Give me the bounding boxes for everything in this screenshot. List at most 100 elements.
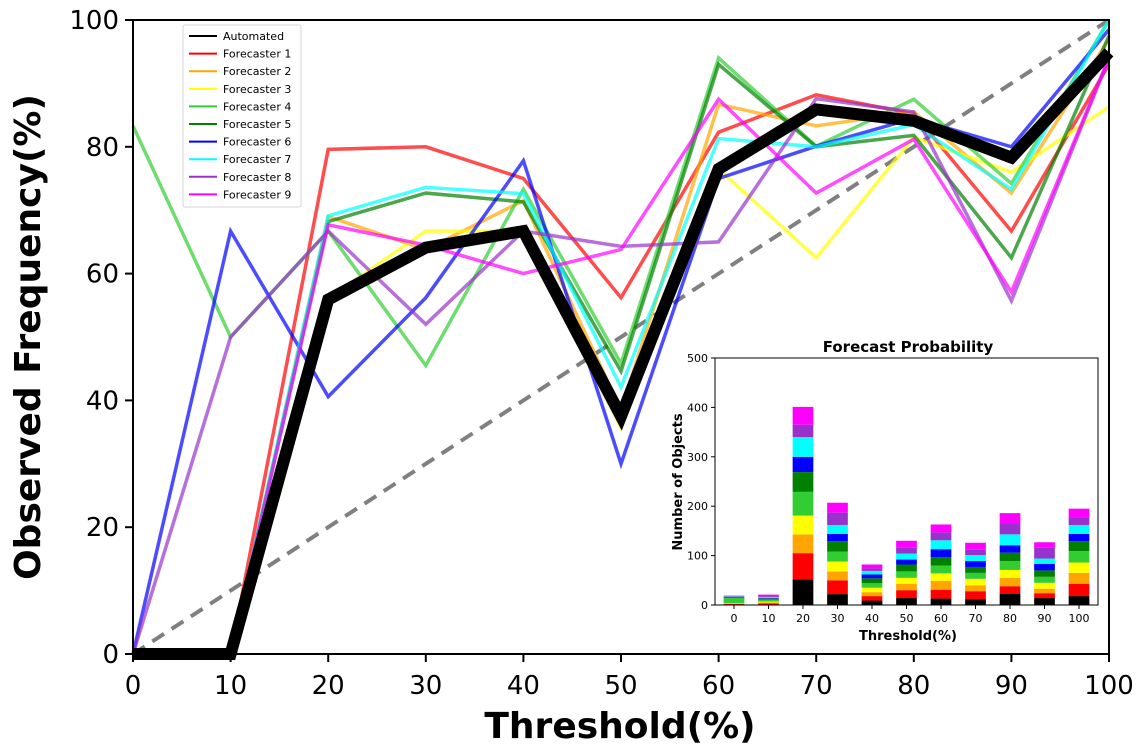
x-tick-label: 30 <box>409 671 442 701</box>
bar-segment-forecaster-7 <box>861 570 883 575</box>
bar-segment-forecaster-2 <box>1034 588 1055 594</box>
x-tick-label: 20 <box>312 671 345 701</box>
legend-label: Forecaster 5 <box>223 118 291 131</box>
bar-segment-forecaster-5 <box>999 552 1021 562</box>
bar-segment-forecaster-4 <box>1034 576 1055 583</box>
bar-segment-automated <box>965 599 986 605</box>
bar-segment-forecaster-5 <box>930 557 952 566</box>
bar-segment-forecaster-7 <box>965 555 986 562</box>
bar-segment-forecaster-8 <box>827 512 848 525</box>
inset-x-tick-label: 20 <box>796 612 810 625</box>
bar-segment-forecaster-3 <box>792 515 814 535</box>
inset-x-tick-label: 90 <box>1038 612 1052 625</box>
y-tick-label: 60 <box>86 260 119 290</box>
bar-segment-forecaster-7 <box>827 524 848 534</box>
bar-segment-forecaster-2 <box>965 585 986 592</box>
bar-segment-forecaster-5 <box>1068 541 1090 552</box>
x-tick-label: 0 <box>125 671 142 701</box>
bar-segment-forecaster-9 <box>861 564 883 569</box>
bar-segment-forecaster-2 <box>792 534 814 554</box>
bar-segment-automated <box>1034 598 1055 605</box>
bar-segment-automated <box>896 598 917 605</box>
series-line-forecaster-9 <box>133 57 1111 656</box>
inset-bars <box>723 406 1090 605</box>
main-plot: Threshold(%) Observed Frequency(%) 0 10 20… <box>8 6 1134 747</box>
inset-x-tick-label: 10 <box>761 612 775 625</box>
inset-x-tick-label: 0 <box>730 612 737 625</box>
legend-label: Forecaster 2 <box>223 65 291 78</box>
bar-segment-forecaster-3 <box>999 569 1021 578</box>
bar-segment-forecaster-6 <box>930 549 952 558</box>
bar-segment-forecaster-4 <box>758 599 779 602</box>
bar-segment-forecaster-3 <box>1068 562 1090 573</box>
bar-segment-forecaster-2 <box>999 577 1021 587</box>
bar-segment-forecaster-2 <box>930 580 952 590</box>
main-series-group <box>131 18 1114 660</box>
bar-segment-forecaster-7 <box>792 437 814 457</box>
bar-segment-forecaster-1 <box>965 591 986 600</box>
bar-segment-forecaster-3 <box>1034 582 1055 589</box>
inset-x-tick-label: 100 <box>1069 612 1090 625</box>
x-tick-label: 50 <box>604 671 637 701</box>
bar-segment-forecaster-1 <box>999 586 1021 594</box>
legend-label: Forecaster 1 <box>223 48 291 61</box>
bar-segment-forecaster-2 <box>861 592 883 597</box>
main-y-axis-label: Observed Frequency(%) <box>8 94 49 580</box>
bar-segment-forecaster-1 <box>930 589 952 599</box>
legend-label: Forecaster 6 <box>223 136 291 149</box>
bar-segment-forecaster-6 <box>965 561 986 567</box>
bar-segment-automated <box>827 594 848 605</box>
bar-segment-automated <box>930 598 952 605</box>
legend-label: Forecaster 4 <box>223 100 291 113</box>
bar-segment-forecaster-8 <box>896 547 917 554</box>
bar-segment-forecaster-9 <box>896 540 917 548</box>
bar-segment-forecaster-9 <box>1034 542 1055 548</box>
bar-segment-forecaster-2 <box>896 583 917 591</box>
bar-segment-forecaster-4 <box>965 572 986 579</box>
inset-axis-ticks: 0 10 20 30 40 50 60 70 80 90 100 0 100 200 300 400 500 <box>687 352 1090 625</box>
bar-segment-forecaster-7 <box>1068 524 1090 534</box>
inset-bar-chart: Forecast Probability Threshold(%) Number… <box>671 338 1099 644</box>
legend-label: Automated <box>223 30 284 43</box>
bar-segment-forecaster-6 <box>792 456 814 473</box>
inset-y-tick-label: 300 <box>687 451 708 464</box>
inset-x-tick-label: 30 <box>830 612 844 625</box>
inset-x-axis-label: Threshold(%) <box>859 629 957 644</box>
bar-segment-automated <box>1068 596 1090 605</box>
bar-segment-forecaster-7 <box>1034 558 1055 564</box>
bar-segment-forecaster-8 <box>758 596 779 598</box>
bar-segment-forecaster-3 <box>896 577 917 584</box>
x-tick-label: 10 <box>214 671 247 701</box>
inset-title: Forecast Probability <box>823 338 994 356</box>
bar-segment-forecaster-5 <box>1034 570 1055 577</box>
bar-segment-forecaster-1 <box>896 590 917 599</box>
bar-segment-forecaster-4 <box>723 598 745 604</box>
legend-label: Forecaster 7 <box>223 153 291 166</box>
main-x-axis-label: Threshold(%) <box>484 706 755 747</box>
inset-x-tick-label: 40 <box>865 612 879 625</box>
inset-x-tick-label: 50 <box>900 612 914 625</box>
bar-segment-forecaster-4 <box>1068 551 1090 563</box>
bar-segment-automated <box>792 579 814 605</box>
bar-segment-forecaster-1 <box>758 603 779 605</box>
bar-segment-forecaster-7 <box>758 597 779 599</box>
y-tick-label: 80 <box>86 133 119 163</box>
bar-segment-forecaster-1 <box>827 580 848 595</box>
bar-segment-forecaster-3 <box>930 573 952 581</box>
x-tick-label: 100 <box>1084 671 1134 701</box>
y-tick-label: 100 <box>69 6 119 36</box>
series-line-forecaster-1 <box>133 63 1111 656</box>
legend-label: Forecaster 9 <box>223 188 291 201</box>
bar-segment-forecaster-8 <box>1034 547 1055 559</box>
bar-segment-forecaster-5 <box>896 564 917 572</box>
bar-segment-forecaster-7 <box>999 534 1021 546</box>
bar-segment-forecaster-3 <box>758 601 779 603</box>
legend-label: Forecaster 3 <box>223 83 291 96</box>
bar-segment-forecaster-1 <box>792 553 814 580</box>
bar-segment-forecaster-3 <box>861 587 883 593</box>
legend-label: Forecaster 8 <box>223 171 291 184</box>
inset-y-tick-label: 400 <box>687 401 708 414</box>
inset-y-tick-label: 200 <box>687 500 708 513</box>
bar-segment-forecaster-5 <box>861 578 883 584</box>
